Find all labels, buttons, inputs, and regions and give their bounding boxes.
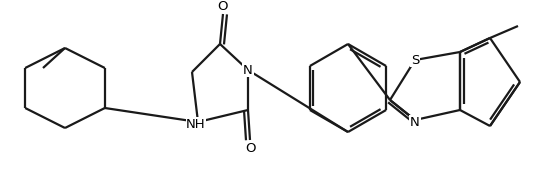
Text: N: N xyxy=(410,115,420,128)
Text: S: S xyxy=(411,54,419,67)
Text: O: O xyxy=(244,141,255,155)
Text: NH: NH xyxy=(186,117,206,130)
Text: N: N xyxy=(243,63,253,76)
Text: O: O xyxy=(218,0,228,12)
